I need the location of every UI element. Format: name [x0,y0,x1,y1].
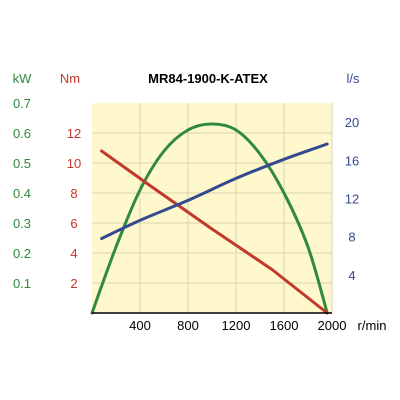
flow-tick-label: 16 [345,153,359,168]
torque-tick-label: 6 [70,216,77,231]
x-tick-label: 1600 [270,318,299,333]
flow-axis-unit: l/s [347,71,361,86]
x-tick-label: 2000 [318,318,347,333]
flow-curve [100,142,329,240]
torque-tick-label: 2 [70,276,77,291]
flow-tick-label: 4 [348,268,355,283]
power-tick-label: 0.6 [13,126,31,141]
flow-tick-label: 8 [348,230,355,245]
x-axis-unit: r/min [358,318,387,333]
flow-tick-label: 20 [345,115,359,130]
torque-tick-label: 12 [67,126,81,141]
torque-tick-label: 10 [67,156,81,171]
chart-title: MR84-1900-K-ATEX [148,71,268,86]
power-axis-unit: kW [13,71,33,86]
x-tick-label: 1200 [222,318,251,333]
power-tick-label: 0.5 [13,156,31,171]
power-tick-label: 0.4 [13,186,31,201]
torque-tick-label: 8 [70,186,77,201]
power-tick-label: 0.3 [13,216,31,231]
grid [92,103,333,313]
power-curve [90,122,329,315]
flow-tick-label: 12 [345,191,359,206]
x-tick-label: 800 [177,318,199,333]
series-layer [90,122,329,315]
torque-tick-label: 4 [70,246,77,261]
axes: 400 800 1200 1600 2000 0.1 0.2 0.3 0.4 0.5 0.6 0.7 2… [13,96,359,333]
torque-curve [100,149,329,315]
power-tick-label: 0.7 [13,96,31,111]
plot-area [92,103,332,313]
power-tick-label: 0.1 [13,276,31,291]
power-tick-label: 0.2 [13,246,31,261]
x-tick-label: 400 [129,318,151,333]
torque-axis-unit: Nm [60,71,80,86]
